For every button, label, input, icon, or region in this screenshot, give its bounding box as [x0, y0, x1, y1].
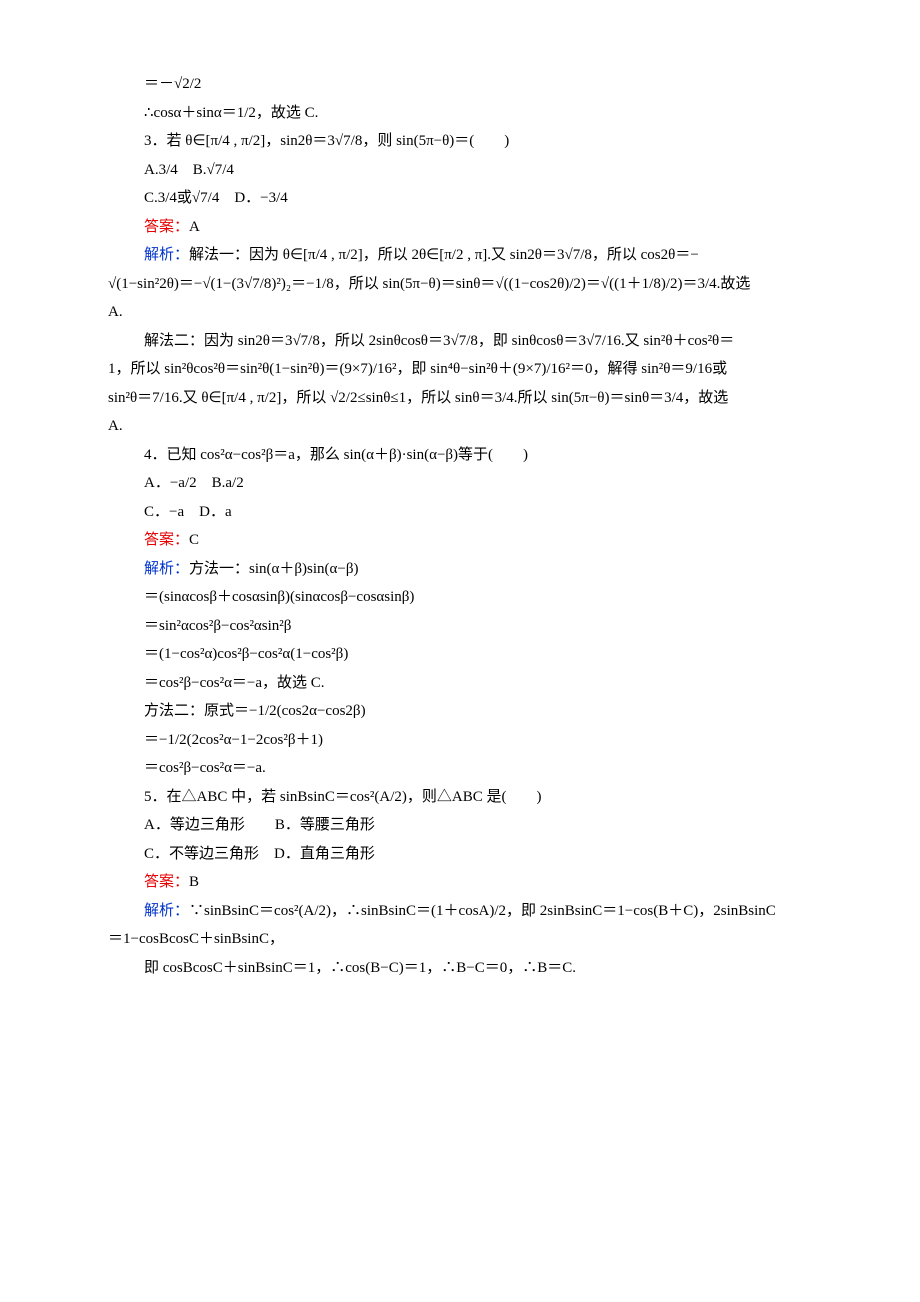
q5-options-row2: C．不等边三角形 D．直角三角形 [144, 840, 820, 869]
q4-optD: D．a [199, 504, 232, 520]
q4-m1d: ＝(1−cos²α)cos²β−cos²α(1−cos²β) [144, 640, 820, 669]
q4-m1c: ＝sin²αcos²β−cos²αsin²β [144, 612, 820, 641]
q4-answer-value: C [189, 532, 199, 548]
answer-label: 答案： [144, 874, 189, 890]
q4-optB: B.a/2 [212, 475, 244, 491]
q3-number: 3． [144, 133, 167, 149]
q4-options-row2: C．−a D．a [144, 498, 820, 527]
q3-optD: D．−3/4 [234, 190, 287, 206]
q3-optB: B.√7/4 [193, 162, 234, 178]
q5-s2: ＝1−cosBcosC＋sinBsinC， [108, 925, 820, 954]
q5-optC: C．不等边三角形 [144, 846, 259, 862]
q3-stem-text: 若 θ∈[π/4 , π/2]，sin2θ＝3√7/8，则 sin(5π−θ)＝… [167, 133, 510, 149]
q4-m2c: ＝cos²β−cos²α＝−a. [144, 754, 820, 783]
q3-m1a: 解法一：因为 θ∈[π/4 , π/2]，所以 2θ∈[π/2 , π].又 s… [189, 247, 699, 263]
q5-number: 5． [144, 789, 167, 805]
q4-stem: 4．已知 cos²α−cos²β＝a，那么 sin(α＋β)·sin(α−β)等… [144, 441, 820, 470]
q4-m1b: ＝(sinαcosβ＋cosαsinβ)(sinαcosβ−cosαsinβ) [144, 583, 820, 612]
q3-m2b: 1，所以 sin²θcos²θ＝sin²θ(1−sin²θ)＝(9×7)/16²… [108, 355, 820, 384]
q4-optA: A．−a/2 [144, 475, 197, 491]
analysis-label: 解析： [144, 247, 189, 263]
q3-m2c: sin²θ＝7/16.又 θ∈[π/4 , π/2]，所以 √2/2≤sinθ≤… [108, 384, 820, 413]
q5-analysis-line1: 解析：∵sinBsinC＝cos²(A/2)，∴sinBsinC＝(1＋cosA… [144, 897, 820, 926]
q4-m2a: 方法二：原式＝−1/2(cos2α−cos2β) [144, 697, 820, 726]
q3-analysis-line2: √(1−sin²2θ)＝−√(1−(3√7/8)²)₂＝−1/8，所以 sin(… [108, 270, 820, 299]
q4-options-row1: A．−a/2 B.a/2 [144, 469, 820, 498]
q3-analysis-line3: A. [108, 298, 820, 327]
q3-options-row1: A.3/4 B.√7/4 [144, 156, 820, 185]
answer-label: 答案： [144, 532, 189, 548]
q5-s3: 即 cosBcosC＋sinBsinC＝1，∴cos(B−C)＝1，∴B−C＝0… [144, 954, 820, 983]
q5-s1: ∵sinBsinC＝cos²(A/2)，∴sinBsinC＝(1＋cosA)/2… [189, 903, 776, 919]
q3-m2a: 解法二：因为 sin2θ＝3√7/8，所以 2sinθcosθ＝3√7/8，即 … [144, 327, 820, 356]
q4-stem-text: 已知 cos²α−cos²β＝a，那么 sin(α＋β)·sin(α−β)等于(… [167, 447, 529, 463]
q4-number: 4． [144, 447, 167, 463]
q4-m1a: 方法一：sin(α＋β)sin(α−β) [189, 561, 358, 577]
q5-answer-value: B [189, 874, 199, 890]
q4-m1e: ＝cos²β−cos²α＝−a，故选 C. [144, 669, 820, 698]
q2-step: ＝－√2/2 [144, 70, 820, 99]
q5-stem-text: 在△ABC 中，若 sinBsinC＝cos²(A/2)，则△ABC 是( ) [167, 789, 542, 805]
q3-optC: C.3/4或√7/4 [144, 190, 219, 206]
q4-analysis-line1: 解析：方法一：sin(α＋β)sin(α−β) [144, 555, 820, 584]
q5-stem: 5．在△ABC 中，若 sinBsinC＝cos²(A/2)，则△ABC 是( … [144, 783, 820, 812]
q5-answer: 答案：B [144, 868, 820, 897]
q3-answer-value: A [189, 219, 200, 235]
q5-optB: B．等腰三角形 [275, 817, 375, 833]
q4-m2b: ＝−1/2(2cos²α−1−2cos²β＋1) [144, 726, 820, 755]
q3-m2d: A. [108, 412, 820, 441]
q3-optA: A.3/4 [144, 162, 178, 178]
q3-analysis-line1: 解析：解法一：因为 θ∈[π/4 , π/2]，所以 2θ∈[π/2 , π].… [144, 241, 820, 270]
analysis-label: 解析： [144, 903, 189, 919]
q3-options-row2: C.3/4或√7/4 D．−3/4 [144, 184, 820, 213]
q5-options-row1: A．等边三角形 B．等腰三角形 [144, 811, 820, 840]
q4-answer: 答案：C [144, 526, 820, 555]
q2-conclusion: ∴cosα＋sinα＝1/2，故选 C. [144, 99, 820, 128]
q4-optC: C．−a [144, 504, 184, 520]
q3-answer: 答案：A [144, 213, 820, 242]
q5-optD: D．直角三角形 [274, 846, 375, 862]
analysis-label: 解析： [144, 561, 189, 577]
q5-optA: A．等边三角形 [144, 817, 245, 833]
answer-label: 答案： [144, 219, 189, 235]
q3-stem: 3．若 θ∈[π/4 , π/2]，sin2θ＝3√7/8，则 sin(5π−θ… [144, 127, 820, 156]
